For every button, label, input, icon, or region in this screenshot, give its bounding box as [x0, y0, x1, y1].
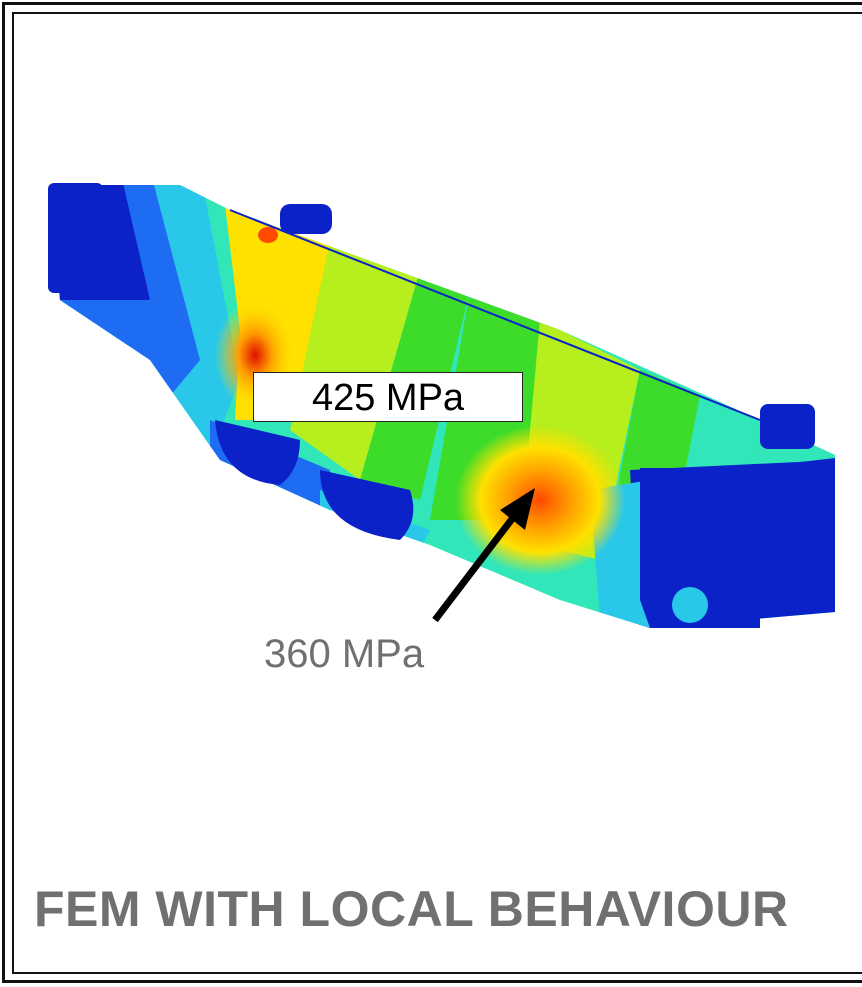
top-boss [280, 204, 332, 234]
inner-frame [12, 12, 862, 974]
right-cap [640, 468, 760, 628]
right-boss [760, 404, 815, 449]
figure-caption: FEM WITH LOCAL BEHAVIOUR [34, 881, 789, 937]
local-stress-label: 360 MPa [264, 632, 425, 676]
arrow-shaft [432, 512, 518, 623]
peak-stress-label: 425 MPa [253, 372, 523, 422]
lower-left-lobe [215, 420, 300, 485]
arrow-head [500, 488, 535, 530]
left-cap [48, 183, 103, 293]
